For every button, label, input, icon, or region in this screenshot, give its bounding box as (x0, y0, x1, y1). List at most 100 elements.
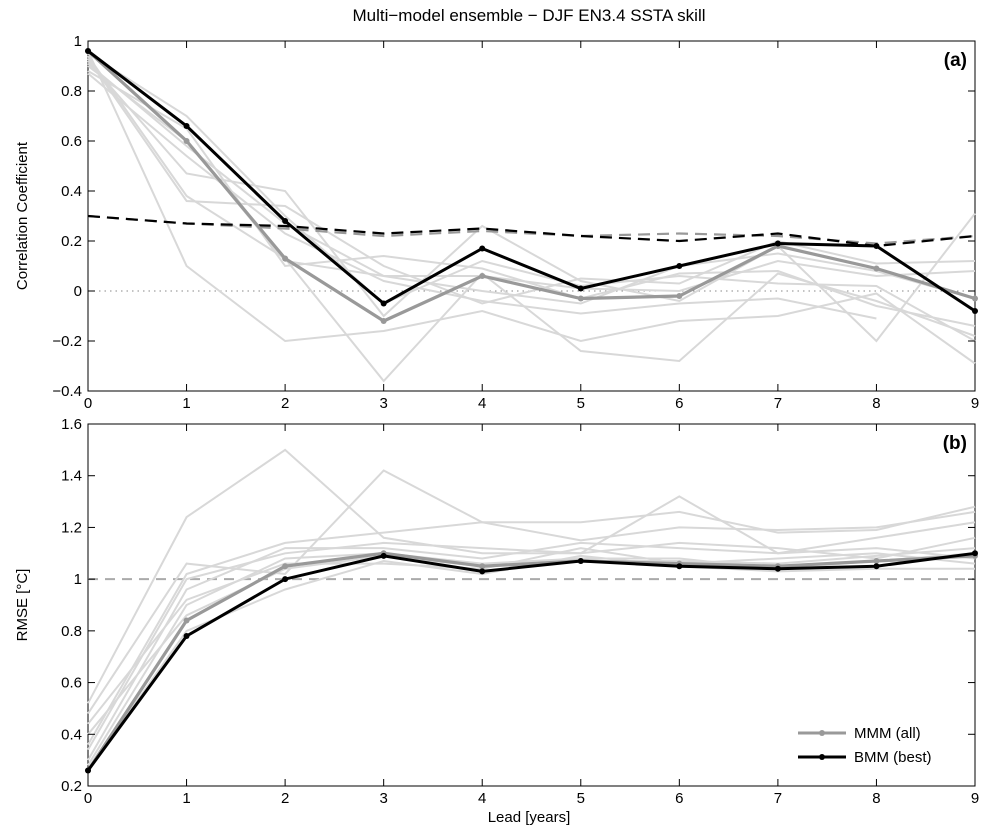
mmm-all-point (479, 273, 486, 279)
y-tick-label: 0.4 (61, 183, 82, 200)
mmm-all-point (183, 617, 190, 624)
y-tick-label: 1 (74, 571, 82, 588)
mmm-all-line (86, 551, 976, 772)
y-tick-label: 1.6 (61, 416, 82, 433)
x-tick-label: 7 (774, 395, 782, 412)
bmm-best-point (873, 243, 880, 249)
x-tick-label: 8 (872, 790, 880, 807)
model-series-line (87, 52, 976, 342)
model-series-line (87, 536, 976, 751)
bmm-best-point (577, 558, 584, 565)
bmm-best-point (380, 552, 387, 559)
mmm-all-point (282, 563, 289, 570)
y-tick-label: 1.2 (61, 519, 82, 536)
x-tick-label: 0 (84, 790, 92, 807)
bmm-best-point (676, 263, 683, 269)
x-axis-label: Lead [years] (488, 809, 571, 826)
bmm-best-point (873, 563, 880, 570)
y-tick-label: 0.6 (61, 675, 82, 692)
mmm-all-point (282, 255, 289, 262)
legend-marker (819, 730, 825, 736)
plot-frame (87, 40, 976, 392)
bmm-best-point (380, 300, 387, 307)
plot-frame (87, 423, 976, 787)
x-tick-label: 8 (872, 395, 880, 412)
y-tick-label: 1.4 (61, 468, 82, 485)
legend: MMM (all) BMM (best) (788, 715, 968, 779)
panel-a: 0 1 2 3 4 5 6 7 8 9 −0.4 −0.2 0 0.2 0.4 0.6 0.8 1 Correlat… (14, 33, 979, 412)
x-tick-label: 6 (675, 395, 683, 412)
bmm-best-point (577, 285, 584, 292)
bmm-best-point (479, 245, 486, 252)
legend-label: MMM (all) (854, 725, 921, 742)
mmm-all-point (873, 558, 880, 565)
panel-label: (b) (943, 433, 967, 454)
legend-marker (819, 754, 825, 760)
mmm-all-point (873, 265, 880, 272)
legend-box (788, 715, 968, 779)
x-tick-label: 1 (182, 790, 190, 807)
bmm-best-point (972, 550, 978, 557)
model-series-line (87, 65, 976, 293)
x-tick-label: 3 (379, 790, 387, 807)
mmm-all-point (380, 318, 387, 324)
y-tick-label: 0 (74, 283, 82, 300)
model-series-line (87, 510, 976, 746)
x-tick-label: 6 (675, 790, 683, 807)
x-tick-label: 2 (281, 395, 289, 412)
x-tick-label: 1 (182, 395, 190, 412)
model-series-line (87, 55, 976, 383)
y-tick-label: 0.8 (61, 623, 82, 640)
x-tick-label: 0 (84, 395, 92, 412)
bmm-best-line (87, 49, 976, 313)
y-axis-label: RMSE [°C] (14, 569, 31, 642)
bmm-best-point (774, 565, 781, 572)
panel-label: (a) (944, 50, 967, 71)
model-series-line (87, 469, 976, 715)
bmm-best-point (282, 576, 289, 583)
y-tick-label: 0.2 (61, 233, 82, 250)
bmm-best-point (774, 240, 781, 247)
y-tick-label: −0.4 (52, 383, 82, 400)
y-tick-label: 0.8 (61, 83, 82, 100)
mmm-all-point (577, 295, 584, 302)
y-tick-label: 0.4 (61, 726, 82, 743)
mmm-all-line (86, 49, 976, 323)
bmm-best-point (183, 123, 190, 129)
x-tick-label: 4 (478, 395, 486, 412)
model-series-line (87, 50, 976, 365)
x-tick-label: 9 (971, 790, 979, 807)
x-tick-label: 4 (478, 790, 486, 807)
model-series-line (87, 62, 976, 305)
x-tick-label: 5 (577, 790, 585, 807)
bmm-best-point (479, 568, 486, 575)
x-tick-label: 2 (281, 790, 289, 807)
x-tick-label: 7 (774, 790, 782, 807)
model-series-line (87, 70, 976, 327)
x-tick-label: 5 (577, 395, 585, 412)
model-series-line (87, 57, 976, 305)
bmm-best-point (183, 633, 190, 640)
bmm-best-line (86, 551, 976, 772)
bmm-best-point (676, 563, 683, 570)
bmm-best-point (85, 48, 91, 54)
model-series-line (87, 547, 976, 725)
y-tick-label: 0.2 (61, 778, 82, 795)
y-tick-label: −0.2 (52, 333, 82, 350)
bmm-best-point (85, 767, 91, 774)
mmm-all-point (676, 293, 683, 299)
model-series-line (87, 60, 976, 343)
mmm-all-point (479, 563, 486, 570)
dashed-baseline-line (87, 214, 976, 245)
y-tick-label: 1 (74, 33, 82, 50)
bmm-best-point (972, 308, 978, 314)
y-axis-label: Correlation Coefficient (14, 141, 31, 290)
panel-b: 0 1 2 3 4 5 6 7 8 9 0.2 0.4 0.6 0.8 1 1.2 1.4 1.6 RMSE [°C… (14, 416, 979, 807)
legend-label: BMM (best) (854, 749, 932, 766)
mmm-all-point (972, 295, 978, 302)
chart-title: Multi−model ensemble − DJF EN3.4 SSTA sk… (352, 6, 705, 25)
bmm-best-point (282, 218, 289, 224)
x-tick-label: 9 (971, 395, 979, 412)
y-tick-label: 0.6 (61, 133, 82, 150)
